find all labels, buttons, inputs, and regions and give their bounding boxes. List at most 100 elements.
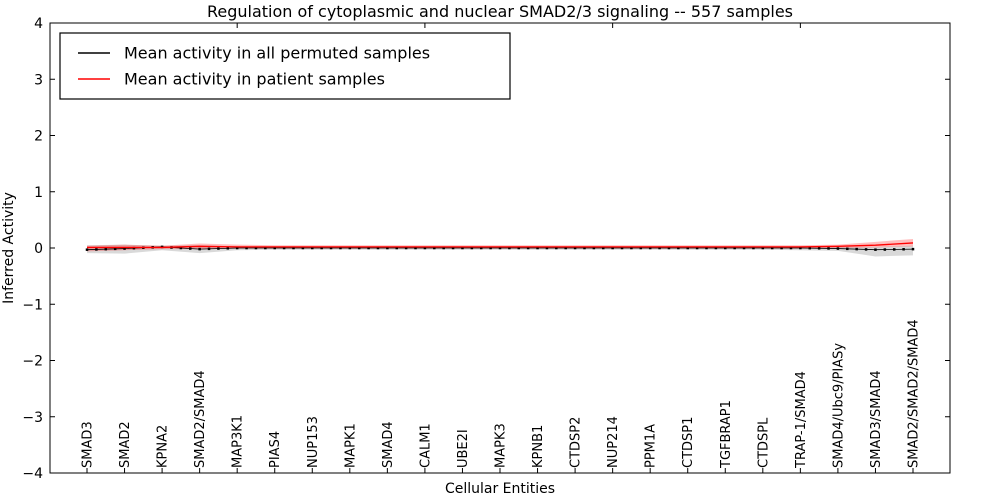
x-tick-label: NUP214: [606, 416, 621, 468]
series-permuted-marker: [639, 246, 643, 250]
x-tick-label: PPM1A: [644, 424, 659, 468]
series-permuted-marker: [752, 246, 755, 250]
series-permuted-marker: [714, 246, 718, 250]
series-permuted-marker: [311, 246, 314, 250]
series-permuted-marker: [902, 248, 905, 251]
series-permuted-marker: [658, 246, 661, 250]
series-permuted-marker: [451, 246, 455, 250]
series-permuted-marker: [517, 246, 521, 250]
x-tick-label: KPNB1: [531, 425, 546, 468]
series-permuted-marker: [113, 247, 117, 251]
series-permuted-marker: [705, 246, 708, 250]
x-tick-label: CTDSP2: [569, 417, 584, 468]
x-tick-label: MAP3K1: [231, 415, 246, 468]
series-permuted-marker: [189, 247, 192, 250]
series-permuted-marker: [386, 246, 389, 250]
series-permuted-marker: [583, 246, 586, 250]
series-permuted-marker: [123, 247, 126, 250]
series-permuted-marker: [404, 246, 408, 250]
series-permuted-marker: [536, 246, 539, 250]
x-tick-label: SMAD4: [381, 421, 396, 468]
series-permuted-marker: [329, 246, 333, 250]
series-permuted-marker: [264, 246, 267, 250]
series-permuted-marker: [780, 246, 783, 250]
y-tick-label: 3: [34, 72, 43, 88]
series-permuted-marker: [395, 246, 398, 250]
legend-label: Mean activity in all permuted samples: [124, 44, 430, 63]
series-permuted-marker: [667, 246, 671, 250]
x-tick-label: UBE2I: [456, 429, 471, 468]
series-permuted-marker: [724, 246, 727, 250]
series-permuted-marker: [742, 246, 746, 250]
x-tick-label: CTDSPL: [756, 417, 771, 468]
chart-generated-layer: −4 −3 −2 −1 0 1 2 3 4 SMAD3 SMAD2 KPNA2 SMAD2/SMAD4 M…: [22, 16, 951, 482]
series-permuted-marker: [573, 246, 577, 250]
series-permuted-marker: [357, 246, 361, 250]
series-permuted-marker: [761, 246, 765, 250]
series-permuted-marker: [508, 246, 511, 250]
x-tick-label: SMAD2/SMAD4: [193, 370, 208, 468]
series-permuted-marker: [198, 247, 201, 251]
series-permuted-marker: [85, 248, 89, 251]
x-tick-label: SMAD3: [81, 421, 96, 468]
series-permuted-marker: [498, 246, 502, 250]
series-permuted-marker: [179, 246, 183, 250]
series-permuted-marker: [489, 246, 492, 250]
x-tick-label: SMAD2: [118, 421, 133, 468]
series-permuted-marker: [874, 248, 877, 251]
x-tick-label: MAPK1: [343, 423, 358, 468]
series-permuted-marker: [846, 247, 849, 251]
series-permuted-marker: [808, 246, 811, 250]
series-permuted-marker: [836, 247, 840, 250]
x-tick-label: CTDSP1: [681, 417, 696, 468]
series-permuted-marker: [442, 246, 445, 250]
x-tick-label: SMAD4/Ubc9/PIASy: [831, 343, 846, 468]
series-permuted-marker: [104, 247, 108, 251]
series-permuted-marker: [245, 246, 248, 250]
legend-box: [59, 32, 511, 100]
series-permuted-marker: [770, 246, 774, 250]
x-tick-label: KPNA2: [156, 425, 171, 468]
series-permuted-marker: [235, 246, 239, 250]
y-axis-label: Inferred Activity: [1, 192, 17, 304]
series-permuted-marker: [545, 246, 549, 250]
series-permuted-marker: [95, 248, 98, 251]
series-permuted-marker: [592, 246, 596, 250]
y-tick-label: 0: [34, 241, 43, 257]
series-permuted-marker: [789, 246, 793, 250]
x-tick-label: PIAS4: [268, 431, 283, 468]
x-tick-label: NUP153: [306, 416, 321, 468]
y-tick-label: 1: [34, 185, 43, 201]
legend-label: Mean activity in patient samples: [124, 70, 385, 89]
series-permuted-marker: [433, 246, 436, 250]
y-tick-label: −3: [22, 410, 43, 426]
series-permuted-marker: [292, 246, 295, 250]
series-permuted-marker: [817, 247, 821, 250]
series-permuted-marker: [320, 246, 323, 250]
x-tick-label: TRAP-1/SMAD4: [794, 371, 809, 469]
y-tick-label: 2: [34, 129, 43, 145]
series-permuted-marker: [273, 246, 276, 250]
x-tick-label: MAPK3: [494, 423, 509, 468]
series-permuted-marker: [855, 247, 858, 251]
series-permuted-marker: [733, 246, 736, 250]
chart-title: Regulation of cytoplasmic and nuclear SM…: [207, 2, 793, 21]
series-permuted-marker: [414, 246, 417, 250]
y-tick-label: −2: [22, 354, 43, 370]
series-permuted-marker: [564, 246, 567, 250]
series-permuted-marker: [883, 248, 887, 251]
series-permuted-marker: [799, 246, 802, 250]
series-permuted-marker: [301, 246, 305, 250]
series-permuted-marker: [461, 246, 464, 250]
x-tick-label: SMAD3/SMAD4: [869, 370, 884, 468]
series-permuted-marker: [911, 247, 915, 251]
series-permuted-marker: [827, 247, 830, 250]
series-permuted-marker: [367, 246, 370, 250]
series-permuted-marker: [376, 246, 380, 250]
series-permuted-marker: [695, 246, 699, 250]
series-permuted-marker: [686, 246, 689, 250]
series-permuted-marker: [602, 246, 605, 250]
x-axis-label: Cellular Entities: [445, 481, 555, 497]
series-permuted-marker: [132, 246, 136, 250]
